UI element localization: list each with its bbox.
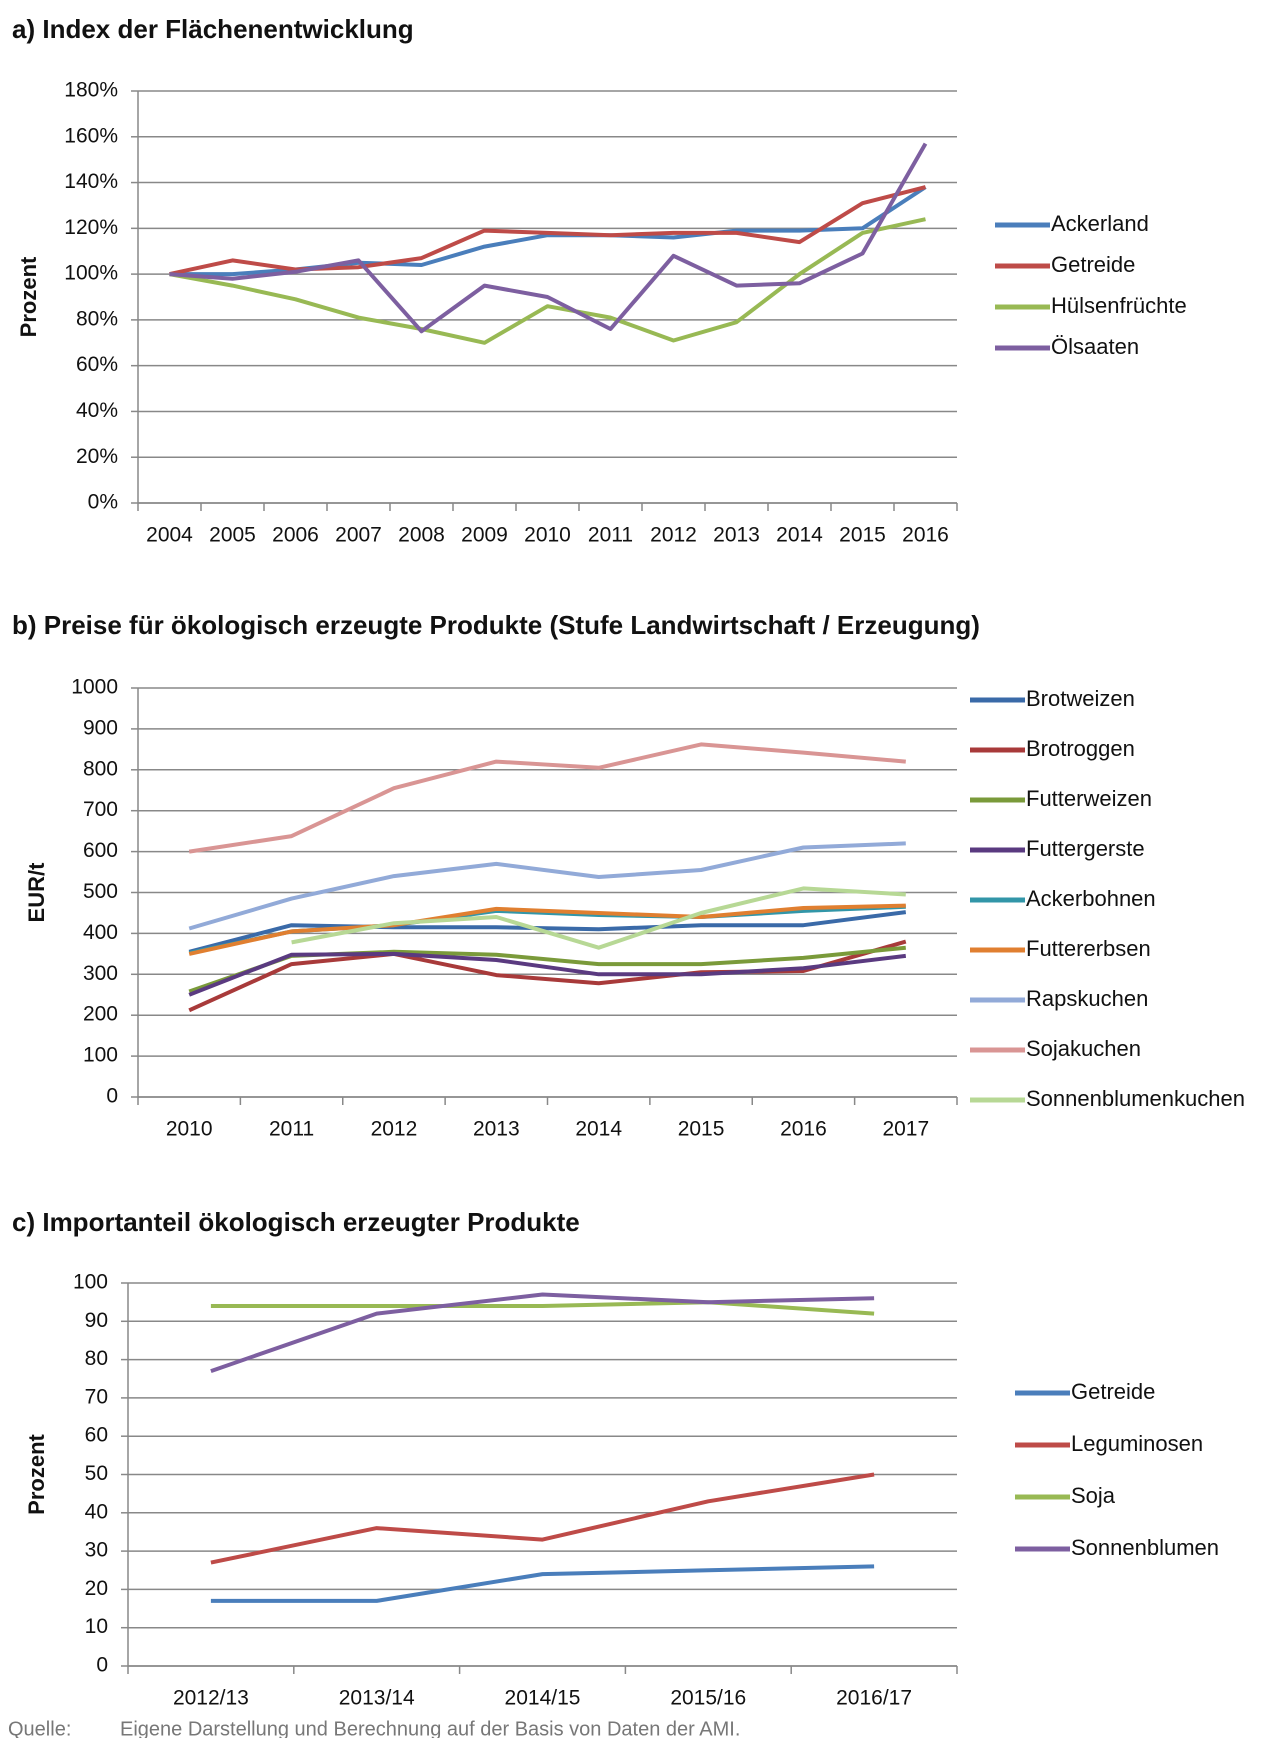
series-line	[210, 1564, 875, 1603]
series-line	[210, 1300, 875, 1316]
y-tick-label: 500	[83, 880, 118, 903]
series-line	[188, 951, 907, 997]
x-tick-label: 2015	[678, 1118, 725, 1141]
x-tick-label: 2011	[269, 1118, 314, 1141]
x-tick-label: 2016	[902, 524, 949, 547]
y-tick-label: 10	[85, 1615, 108, 1638]
series-line	[169, 185, 926, 277]
y-tick-label: 400	[83, 921, 118, 944]
y-tick-label: 0	[106, 1085, 118, 1108]
y-tick-label: 30	[85, 1539, 108, 1562]
y-tick-label: 50	[85, 1462, 108, 1485]
legend-label: Sonnenblumen	[1071, 1535, 1219, 1560]
footer-label: Quelle:	[8, 1718, 71, 1738]
x-tick-label: 2010	[166, 1118, 213, 1141]
series-line	[169, 142, 928, 334]
legend-label: Hülsenfrüchte	[1051, 293, 1187, 318]
footer-text: Eigene Darstellung und Berechnung auf de…	[120, 1718, 740, 1738]
x-tick-label: 2011	[588, 524, 633, 547]
x-tick-label: 2007	[335, 524, 382, 547]
legend-label: Rapskuchen	[1026, 986, 1148, 1011]
series-line	[188, 742, 906, 854]
legend-label: Getreide	[1071, 1379, 1155, 1404]
legend-label: Futtergerste	[1026, 836, 1145, 861]
legend-label: Soja	[1071, 1483, 1116, 1508]
series-line	[210, 1292, 875, 1373]
chart-title: c) Importanteil ökologisch erzeugter Pro…	[12, 1207, 580, 1237]
y-tick-label: 80	[85, 1347, 108, 1370]
y-tick-label: 140%	[64, 170, 118, 193]
y-tick-label: 0%	[88, 491, 118, 514]
series-line	[291, 886, 906, 950]
x-tick-label: 2012	[650, 524, 697, 547]
x-tick-label: 2006	[272, 524, 319, 547]
y-tick-label: 200	[83, 1003, 118, 1026]
legend-label: Ölsaaten	[1051, 334, 1139, 359]
x-tick-label: 2012	[371, 1118, 418, 1141]
y-tick-label: 20	[85, 1577, 108, 1600]
legend-label: Futterweizen	[1026, 786, 1152, 811]
y-tick-label: 180%	[64, 79, 118, 102]
series-line	[169, 185, 927, 277]
x-tick-label: 2008	[398, 524, 445, 547]
legend-label: Ackerland	[1051, 211, 1149, 236]
y-tick-label: 100	[73, 1271, 108, 1294]
y-tick-label: 20%	[76, 445, 118, 468]
x-tick-label: 2017	[882, 1118, 929, 1141]
legend-label: Futtererbsen	[1026, 936, 1151, 961]
series-line	[210, 1472, 875, 1565]
x-tick-label: 2014/15	[505, 1687, 581, 1710]
legend-label: Leguminosen	[1071, 1431, 1203, 1456]
y-tick-label: 700	[83, 798, 118, 821]
y-tick-label: 1000	[71, 676, 118, 699]
series-line	[188, 903, 906, 956]
y-tick-label: 40	[85, 1500, 108, 1523]
y-tick-label: 40%	[76, 399, 118, 422]
y-tick-label: 600	[83, 839, 118, 862]
y-tick-label: 300	[83, 962, 118, 985]
y-tick-label: 80%	[76, 307, 118, 330]
y-tick-label: 0	[96, 1654, 108, 1677]
x-tick-label: 2005	[209, 524, 256, 547]
legend-label: Brotweizen	[1026, 686, 1135, 711]
chart-title: a) Index der Flächenentwicklung	[12, 14, 414, 44]
y-tick-label: 800	[83, 757, 118, 780]
x-tick-label: 2012/13	[173, 1687, 249, 1710]
y-axis-title: Prozent	[16, 256, 41, 337]
y-tick-label: 120%	[64, 216, 118, 239]
series-line	[188, 841, 906, 931]
x-tick-label: 2016/17	[836, 1687, 912, 1710]
x-tick-label: 2013/14	[339, 1687, 415, 1710]
y-tick-label: 90	[85, 1309, 108, 1332]
y-tick-label: 100	[83, 1044, 118, 1067]
y-axis-title: Prozent	[24, 1433, 49, 1514]
x-tick-label: 2015/16	[670, 1687, 746, 1710]
x-tick-label: 2013	[713, 524, 760, 547]
legend-label: Getreide	[1051, 252, 1135, 277]
legend-label: Ackerbohnen	[1026, 886, 1156, 911]
x-tick-label: 2015	[839, 524, 886, 547]
y-tick-label: 60%	[76, 353, 118, 376]
chart-title: b) Preise für ökologisch erzeugte Produk…	[12, 610, 980, 640]
x-tick-label: 2014	[776, 524, 823, 547]
y-tick-label: 60	[85, 1424, 108, 1447]
y-axis-title: EUR/t	[24, 862, 49, 923]
series-line	[169, 217, 926, 345]
legend-label: Sonnenblumenkuchen	[1026, 1086, 1245, 1111]
x-tick-label: 2016	[780, 1118, 827, 1141]
series-line	[188, 910, 907, 954]
x-tick-label: 2014	[575, 1118, 622, 1141]
legend-label: Brotroggen	[1026, 736, 1135, 761]
y-tick-label: 70	[85, 1385, 108, 1408]
y-tick-label: 900	[83, 716, 118, 739]
x-tick-label: 2013	[473, 1118, 520, 1141]
y-tick-label: 100%	[64, 262, 118, 285]
legend-label: Sojakuchen	[1026, 1036, 1141, 1061]
x-tick-label: 2010	[524, 524, 571, 547]
x-tick-label: 2009	[461, 524, 508, 547]
x-tick-label: 2004	[146, 524, 193, 547]
y-tick-label: 160%	[64, 124, 118, 147]
series-line	[188, 939, 907, 1013]
